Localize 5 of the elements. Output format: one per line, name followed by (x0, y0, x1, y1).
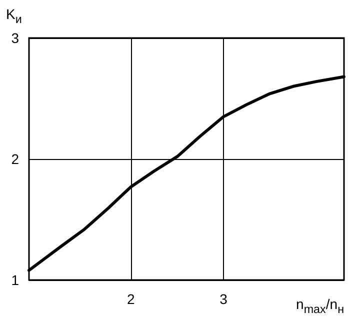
y-tick-label: 2 (11, 151, 20, 167)
x-axis-title: n$_{max}$/n$_{н}$ (296, 296, 344, 318)
y-axis-title: K$_{и}$ (6, 6, 22, 28)
y-tick-label: 1 (11, 272, 20, 288)
y-tick-label: 3 (11, 30, 20, 46)
